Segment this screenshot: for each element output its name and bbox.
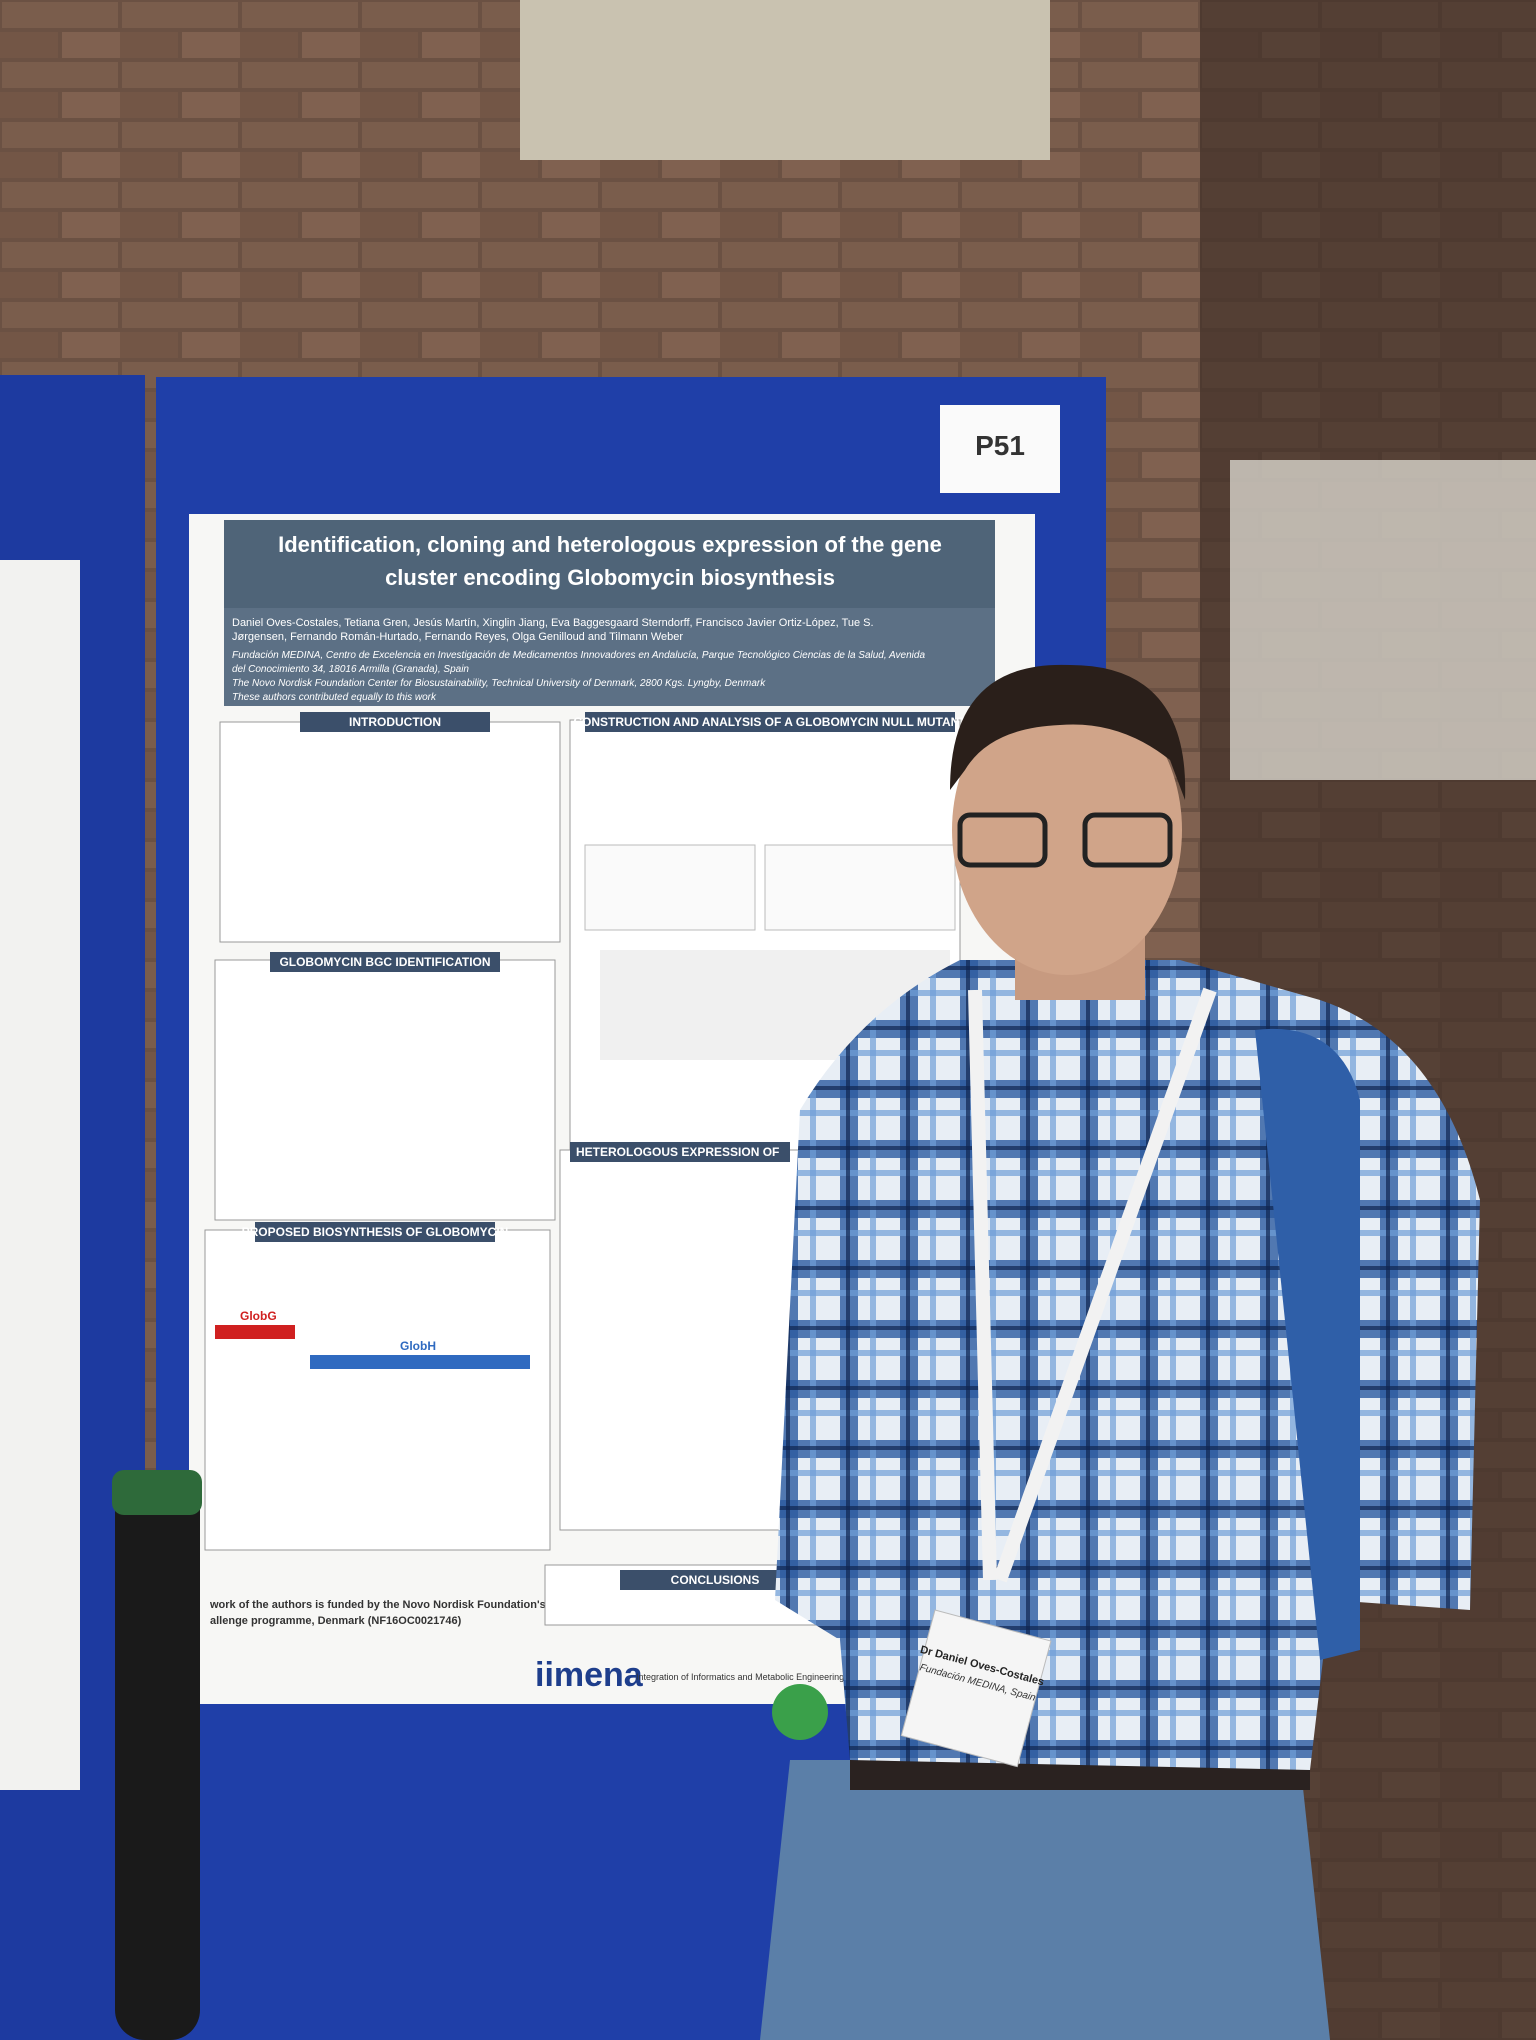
vent [520, 0, 1050, 160]
jeans [760, 1760, 1330, 2040]
section-title: CONSTRUCTION AND ANALYSIS OF A GLOBOMYCI… [573, 715, 967, 729]
section-title: PROPOSED BIOSYNTHESIS OF GLOBOMYCIN [242, 1225, 509, 1239]
section-title: GLOBOMYCIN BGC IDENTIFICATION [279, 955, 490, 969]
box [214, 959, 556, 1221]
affiliation: del Conocimiento 34, 18016 Armilla (Gran… [232, 664, 469, 675]
title: cluster encoding Globomycin biosynthesis [385, 565, 835, 590]
chromatogram [764, 844, 956, 931]
box [204, 1229, 551, 1551]
stairs [1230, 460, 1536, 780]
medina-logo [772, 1684, 828, 1740]
title: Identification, cloning and heterologous… [278, 532, 942, 557]
section-header [255, 1222, 495, 1242]
glasses [957, 812, 1048, 868]
badge [900, 1609, 1052, 1768]
title-bar [224, 520, 995, 608]
gene-label: GlobH [400, 1339, 436, 1353]
gene-arrow [215, 1325, 295, 1339]
section-header [585, 712, 955, 732]
section-header [300, 712, 490, 732]
section-title: HETEROLOGOUS EXPRESSION OF [576, 1145, 779, 1159]
affiliation: The Novo Nordisk Foundation Center for B… [232, 678, 766, 689]
box [559, 1149, 821, 1531]
hair [950, 664, 1186, 800]
affiliation: These authors contributed equally to thi… [232, 692, 437, 703]
lanyard [968, 987, 1217, 1583]
number-card [940, 405, 1060, 493]
gene-arrow [310, 1355, 530, 1369]
chromatogram [584, 844, 756, 931]
section-header [570, 1142, 790, 1162]
gene-label: GlobG [240, 1309, 277, 1323]
section-title: CONCLUSIONS [671, 1573, 760, 1587]
poster-number: P51 [975, 430, 1025, 461]
affiliation: Fundación MEDINA, Centro de Excelencia e… [232, 650, 925, 661]
tube-cap [112, 1470, 202, 1515]
face [952, 685, 1182, 975]
section-header [620, 1570, 810, 1590]
box [219, 721, 561, 943]
backpack-strap [1255, 1028, 1360, 1660]
poster-tube [115, 1475, 200, 2040]
authors: Jørgensen, Fernando Román-Hurtado, Ferna… [232, 631, 683, 643]
section-title: INTRODUCTION [349, 715, 441, 729]
funding: work of the authors is funded by the Nov… [209, 1599, 546, 1611]
left-poster [0, 560, 80, 1790]
funding: allenge programme, Denmark (NF16OC002174… [210, 1615, 462, 1627]
logo: iimena [535, 1656, 644, 1694]
glasses [1082, 812, 1173, 868]
authors: Daniel Oves-Costales, Tetiana Gren, Jesú… [232, 617, 874, 629]
section-header [270, 952, 500, 972]
author-bar [224, 608, 995, 706]
logo-text: Integration of Informatics and Metabolic… [636, 1672, 992, 1682]
